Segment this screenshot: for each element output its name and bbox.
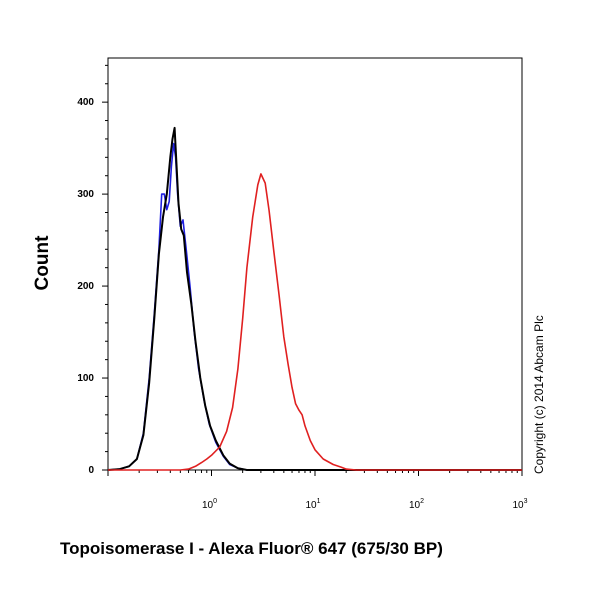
x-tick-label: 103 [512,498,527,511]
y-tick-label: 200 [77,281,94,292]
x-tick-label: 101 [305,498,320,511]
histogram-series-2 [107,126,522,471]
y-tick-label: 0 [88,465,94,476]
y-tick-label: 400 [77,97,94,108]
plot-frame [107,57,523,471]
x-axis-title: Topoisomerase I - Alexa Fluor® 647 (675/… [60,539,443,558]
x-tick-label: 100 [202,498,217,511]
y-tick-label: 100 [77,373,94,384]
y-tick-label: 300 [77,189,94,200]
histogram-series-3 [108,173,522,471]
copyright-annotation: Copyright (c) 2014 Abcam Plc [532,315,546,474]
histogram-series-1 [107,142,522,471]
y-axis-title: Count [32,235,53,291]
x-tick-label: 102 [409,498,424,511]
